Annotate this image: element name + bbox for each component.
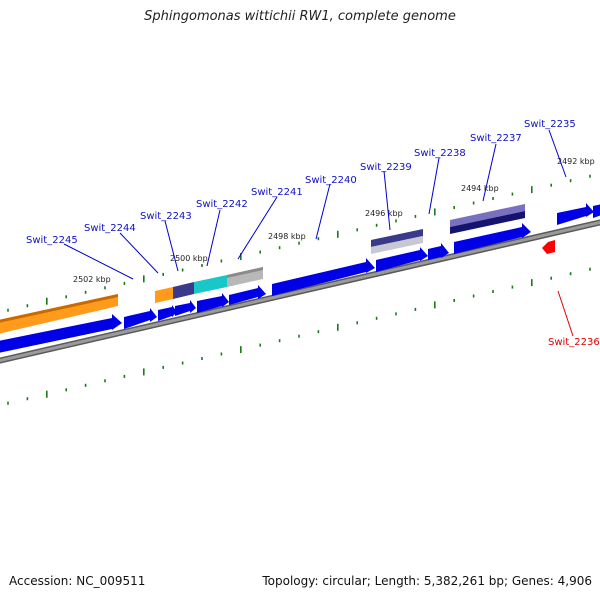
gene-labels: Swit_2245 Swit_2244 Swit_2243 Swit_2242 … [26,119,600,348]
tick-label-2494: 2494 kbp [461,184,499,193]
gene-arrow-11[interactable] [557,203,594,225]
tick-labels: 2502 kbp 2500 kbp 2498 kbp 2496 kbp 2494… [73,157,595,284]
leader-swit-2242 [206,209,221,267]
tick-label-2500: 2500 kbp [170,254,208,263]
feature-orange-long [0,294,118,334]
leader-swit-2239 [383,170,391,231]
tick-label-2496: 2496 kbp [365,209,403,218]
label-swit-2240[interactable]: Swit_2240 [305,175,357,186]
label-swit-2235[interactable]: Swit_2235 [524,119,576,130]
label-swit-2241[interactable]: Swit_2241 [251,187,303,198]
leader-swit-2235 [548,129,567,178]
feature-orange-long-edge [0,294,118,323]
label-swit-2242[interactable]: Swit_2242 [196,199,248,210]
label-swit-2239[interactable]: Swit_2239 [360,162,412,173]
feature-navy-2239 [371,229,423,247]
gene-arrow-12[interactable] [593,204,600,218]
leader-swit-2238 [428,157,440,215]
gene-arrow-4[interactable] [175,300,196,316]
gene-arrow-5[interactable] [197,293,229,313]
accession-label: Accession: NC_009511 [9,574,146,588]
feature-darknavy-2237 [450,211,525,234]
feature-purple-2237 [450,204,525,227]
tick-label-2498: 2498 kbp [268,232,306,241]
tick-label-2502: 2502 kbp [73,275,111,284]
feature-cyan-block [194,275,227,294]
feature-grey-block-edge [227,267,263,278]
genome-summary: Topology: circular; Length: 5,382,261 bp… [262,574,592,588]
leader-swit-2237 [482,143,497,202]
gene-arrow-2[interactable] [124,308,157,329]
gene-arrow-7[interactable] [272,258,375,296]
gene-arrow-8[interactable] [376,247,428,272]
label-swit-2244[interactable]: Swit_2244 [84,223,136,234]
tick-label-2492: 2492 kbp [557,157,595,166]
label-swit-2236[interactable]: Swit_2236 [548,337,600,348]
map-title: Sphingomonas wittichii RW1, complete gen… [144,9,456,24]
feature-navy-block [173,282,194,299]
leader-swit-2245 [63,243,134,280]
gene-arrow-9[interactable] [428,243,449,260]
feature-orange-small [155,287,173,303]
label-swit-2243[interactable]: Swit_2243 [140,211,192,222]
gene-track [0,203,600,353]
leader-swit-2244 [119,232,159,274]
leader-lines [63,129,574,337]
leader-swit-2236 [557,290,574,337]
gene-arrow-6[interactable] [229,285,266,305]
gene-arrow-10[interactable] [454,223,531,254]
leader-swit-2241 [237,196,278,260]
label-swit-2245[interactable]: Swit_2245 [26,235,78,246]
leader-swit-2243 [164,220,179,272]
gene-arrow-3[interactable] [158,305,177,321]
feature-lightgrey-2239 [371,236,423,254]
tick-row-lower [7,267,591,405]
label-swit-2238[interactable]: Swit_2238 [414,148,466,159]
gene-arrow-swit-2236[interactable] [542,240,555,254]
genome-backbone [0,219,600,364]
label-swit-2237[interactable]: Swit_2237 [470,133,522,144]
gene-arrow-1[interactable] [0,314,122,353]
tick-row-upper [7,174,591,312]
feature-track [0,204,525,334]
leader-swit-2240 [315,183,331,240]
